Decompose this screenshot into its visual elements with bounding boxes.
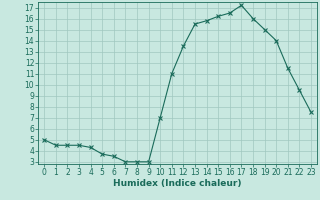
X-axis label: Humidex (Indice chaleur): Humidex (Indice chaleur) <box>113 179 242 188</box>
